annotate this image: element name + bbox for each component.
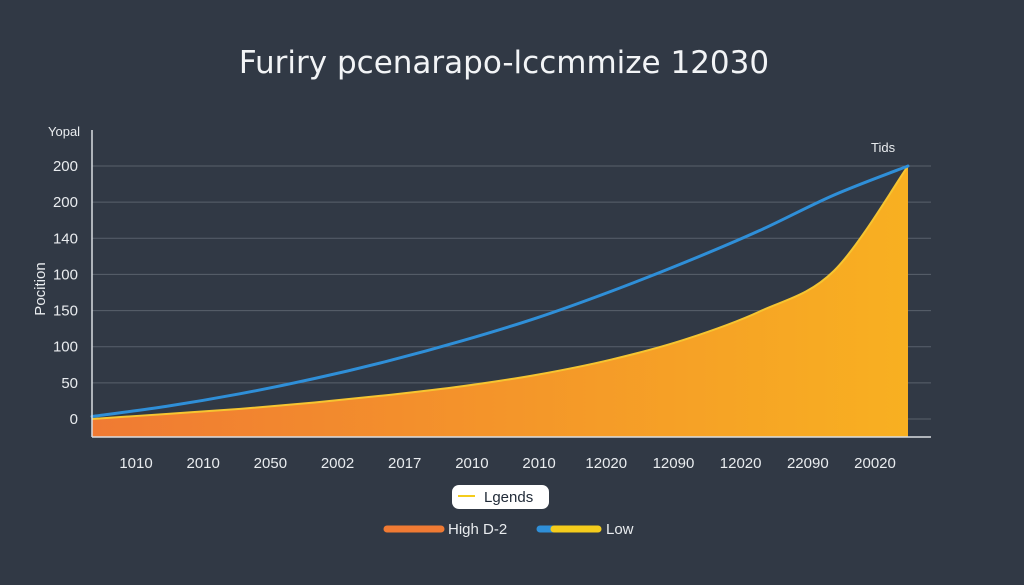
- x-tick-label: 22090: [787, 455, 829, 472]
- x-tick-label: 12090: [653, 455, 695, 472]
- chart-title: Furiry pcenarapo-lccmmize 12030: [239, 45, 769, 81]
- y-tick-label: 0: [70, 411, 78, 428]
- x-tick-label: 2050: [254, 455, 287, 472]
- x-tick-label: 1010: [119, 455, 152, 472]
- line-layer: [90, 164, 910, 418]
- x-tick-label: 2002: [321, 455, 354, 472]
- area-edge-high-d-2: [91, 165, 909, 420]
- x-tick-label: 12020: [720, 455, 762, 472]
- y-tick-label: 150: [53, 303, 78, 320]
- axis-layer: [91, 130, 931, 438]
- legend-title: Lgends: [484, 489, 533, 506]
- grid-layer: [92, 165, 931, 420]
- x-tick-label: 12020: [585, 455, 627, 472]
- area-layer: [91, 165, 909, 437]
- y-tick-label: 100: [53, 266, 78, 283]
- x-tick-label: 20020: [854, 455, 896, 472]
- x-tick-label: 2010: [522, 455, 555, 472]
- y-tick-label: 50: [61, 375, 78, 392]
- x-tick-label: 2017: [388, 455, 421, 472]
- line-series-low: [90, 164, 910, 418]
- end-label: Tids: [871, 140, 896, 155]
- area-series-high-d-2: [92, 166, 908, 437]
- y-tick-label: 200: [53, 194, 78, 211]
- legend-title-box: [452, 485, 549, 509]
- y-tick-label: 200: [53, 158, 78, 175]
- legend: Lgends High D-2 Low: [383, 485, 634, 538]
- y-axis-title: Pocition: [32, 262, 49, 315]
- legend-label-low: Low: [606, 521, 634, 538]
- y-tick-label: 100: [53, 339, 78, 356]
- x-tick-label: 2010: [186, 455, 219, 472]
- x-tick-label: 2010: [455, 455, 488, 472]
- y-tick-label: 140: [53, 230, 78, 247]
- tick-layer: 0 50 100 150 100 140 200 200 1010 2010 2050 2002 201…: [53, 158, 896, 472]
- legend-label-high: High D-2: [448, 521, 507, 538]
- y-unit-label: Yopal: [48, 124, 80, 139]
